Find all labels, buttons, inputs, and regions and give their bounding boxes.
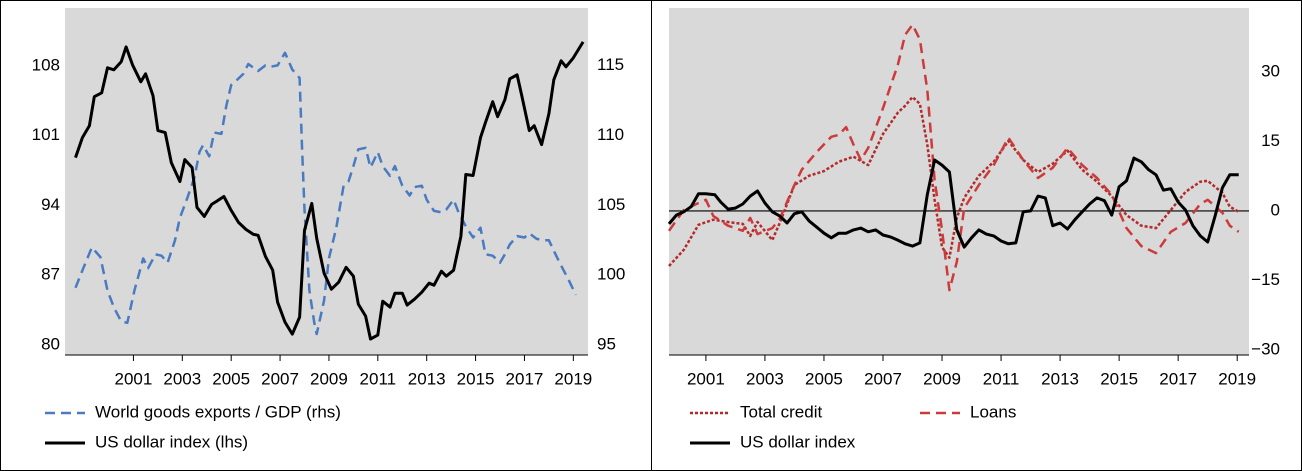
y-tick-label: −30 [1251,339,1280,358]
y2-tick-label: 110 [597,125,624,144]
y2-tick-label: 95 [597,335,616,354]
plot-background [669,8,1249,355]
series-line [667,156,1239,249]
x-tick-label: 2011 [983,369,1020,388]
legend-label: US dollar index (lhs) [95,432,248,451]
x-tick-label: 2013 [408,369,446,388]
y-tick-label: 15 [1261,131,1280,150]
x-tick-label: 2019 [554,369,592,388]
x-tick-label: 2001 [687,369,725,388]
x-tick-label: 2019 [1218,369,1256,388]
y2-tick-label: 105 [597,195,625,214]
y-tick-label: 94 [41,195,60,214]
x-tick-label: 2009 [310,369,348,388]
x-tick-label: 2007 [864,369,902,388]
x-tick-label: 2007 [261,369,299,388]
x-tick-label: 2003 [746,369,784,388]
y-tick-label: 30 [1261,61,1280,80]
plot-background [65,8,588,355]
y2-tick-label: 115 [597,55,624,74]
x-tick-label: 2015 [1100,369,1138,388]
x-tick-label: 2011 [360,369,397,388]
series-line [668,95,1240,267]
y-tick-label: 108 [32,55,60,74]
legend-label: Loans [970,402,1016,421]
legend-label: Total credit [740,402,822,421]
x-tick-label: 2005 [805,369,843,388]
x-tick-label: 2003 [163,369,201,388]
x-tick-label: 2001 [115,369,153,388]
y-tick-label: 87 [41,265,60,284]
y-tick-label: 80 [41,335,60,354]
x-tick-label: 2009 [923,369,961,388]
x-tick-label: 2017 [1159,369,1197,388]
x-tick-label: 2013 [1041,369,1079,388]
x-tick-label: 2005 [212,369,250,388]
x-tick-label: 2017 [506,369,544,388]
y2-tick-label: 100 [597,265,625,284]
series-line [74,41,585,341]
legend-label: US dollar index [740,432,856,451]
series-line [74,51,577,336]
x-tick-label: 2015 [457,369,495,388]
y-tick-label: 101 [32,125,60,144]
series-line [667,23,1240,292]
y-tick-label: 0 [1271,200,1280,219]
legend-label: World goods exports / GDP (rhs) [95,402,341,421]
y-tick-label: −15 [1251,270,1280,289]
